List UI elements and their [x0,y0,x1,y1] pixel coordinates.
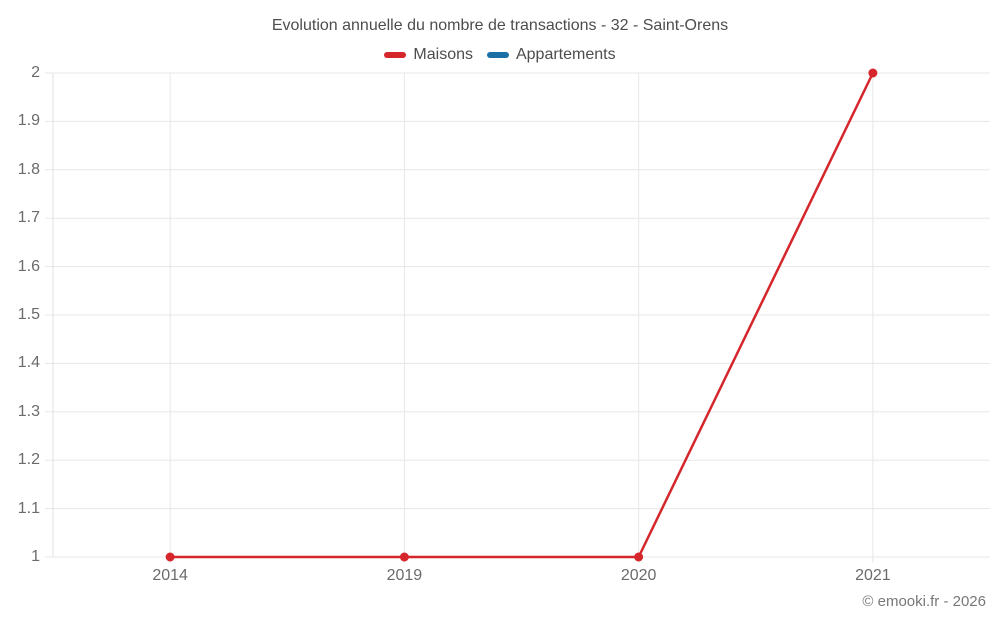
y-axis-tick-label: 1.3 [17,402,40,420]
chart-title: Evolution annuelle du nombre de transact… [271,17,729,34]
x-axis-tick-label: 2021 [855,567,891,584]
legend-item-appartements[interactable]: Appartements [486,45,616,65]
legend-label-maisons: Maisons [413,46,473,63]
y-axis-tick-label: 1.2 [17,451,40,469]
y-axis-tick-label: 1.9 [17,112,40,130]
legend-swatch-maisons-icon [384,52,407,58]
y-axis-tick-label: 2 [31,64,40,81]
legend-item-maisons[interactable]: Maisons [384,45,473,65]
legend: Maisons Appartements [0,45,1000,65]
x-axis-tick-label: 2019 [386,567,423,584]
y-axis-tick-label: 1.5 [17,306,40,323]
x-axis-tick-label: 2020 [620,567,657,584]
footer-credit: © emooki.fr - 2026 [862,593,986,610]
data-point-maisons-2014 [165,552,175,562]
data-point-maisons-2021 [868,68,878,78]
legend-swatch-appartements-icon [486,52,509,58]
y-axis-tick-label: 1.4 [17,354,40,372]
series-line-maisons [168,71,875,559]
legend-label-appartements: Appartements [515,46,616,63]
y-axis-tick-label: 1.7 [17,209,40,227]
x-axis-tick-label: 2014 [152,567,188,584]
y-axis-tick-label: 1.6 [17,257,40,275]
y-axis-tick-label: 1 [31,548,40,565]
data-point-maisons-2020 [634,552,644,562]
y-axis-tick-label: 1.8 [17,160,40,178]
data-point-maisons-2019 [399,552,409,562]
y-axis-tick-label: 1.1 [17,499,40,517]
